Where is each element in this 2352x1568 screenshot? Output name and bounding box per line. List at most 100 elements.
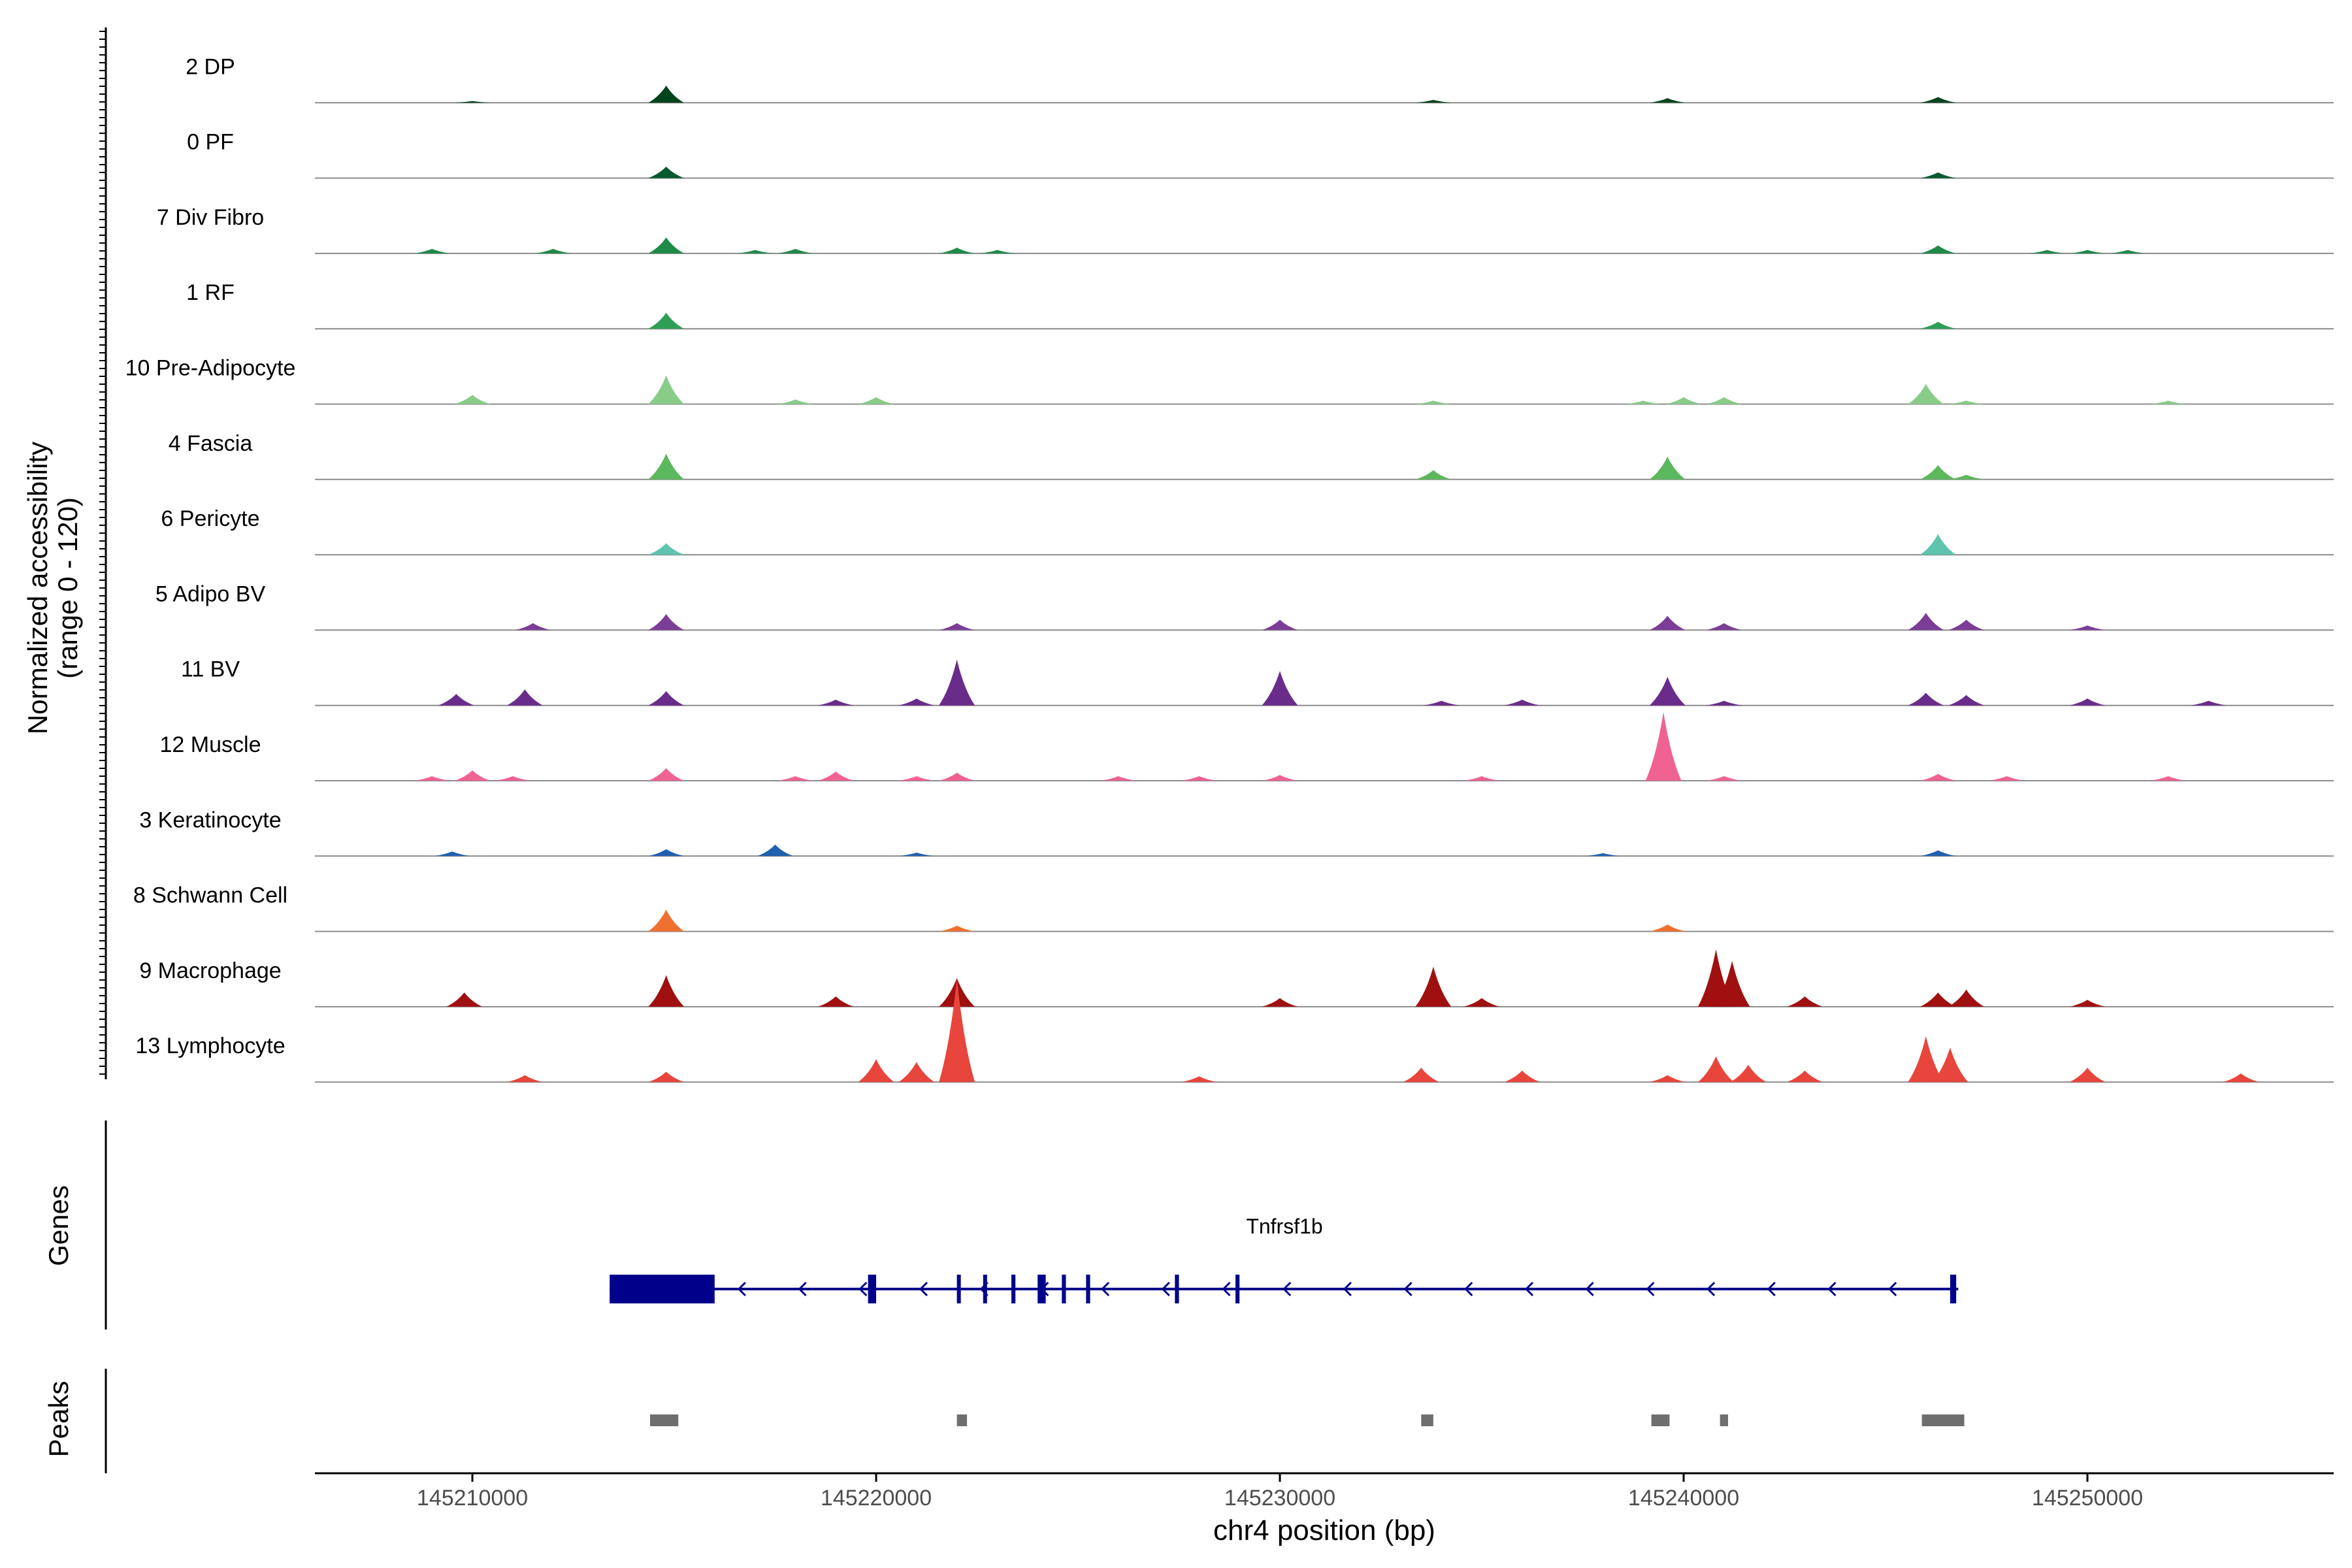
coverage-peak <box>1504 699 1541 706</box>
coverage-peak <box>858 397 894 404</box>
track-14: 13 Lymphocyte <box>135 979 2334 1083</box>
coverage-peak <box>939 659 975 706</box>
track-13: 9 Macrophage <box>139 949 2334 1007</box>
gene-exon <box>1086 1275 1090 1303</box>
coverage-peak <box>1504 1070 1541 1083</box>
coverage-peak <box>979 250 1015 253</box>
track-label: 4 Fascia <box>169 431 253 456</box>
track-label: 9 Macrophage <box>139 958 281 983</box>
coverage-peak <box>648 375 685 404</box>
gene-utr-block <box>610 1275 715 1303</box>
coverage-peak <box>1181 1076 1217 1083</box>
track-8: 5 Adipo BV <box>155 581 2334 631</box>
coverage-peak <box>454 101 491 103</box>
track-2: 0 PF <box>187 130 2334 179</box>
coverage-peak <box>506 689 543 706</box>
coverage-peak <box>858 1059 894 1083</box>
coverage-peak <box>648 849 685 857</box>
coverage-peak <box>1786 996 1823 1007</box>
coverage-peak <box>1988 776 2025 781</box>
coverage-peak <box>2069 625 2106 630</box>
coverage-peak <box>414 248 450 253</box>
gene-strand-arrow <box>1464 1281 1473 1297</box>
coverage-peak <box>1919 97 1956 103</box>
x-tick-label: 145250000 <box>2032 1486 2143 1511</box>
gene-strand-arrow <box>737 1281 746 1297</box>
coverage-peak <box>1706 700 1742 706</box>
peaks-panel-label: Peaks <box>43 1381 74 1458</box>
gene-exon <box>1011 1275 1016 1303</box>
coverage-peak <box>1919 774 1956 781</box>
coverage-peak <box>737 250 774 253</box>
coverage-peak <box>1584 853 1621 857</box>
coverage-peak <box>454 395 491 404</box>
coverage-peak <box>1714 960 1750 1007</box>
coverage-peak <box>1100 776 1137 781</box>
coverage-peak <box>648 237 685 253</box>
coverage-peak <box>648 768 685 781</box>
coverage-peak <box>648 85 685 103</box>
y-axis-title: Normalized accessibility (range 0 - 120) <box>22 442 83 734</box>
coverage-peak <box>1403 1068 1439 1083</box>
coverage-peak <box>2110 250 2146 253</box>
track-12: 8 Schwann Cell <box>133 883 2334 932</box>
gene-strand-arrow <box>1585 1281 1594 1297</box>
gene-strand-arrow <box>1827 1281 1837 1297</box>
gene-strand-arrow <box>798 1281 807 1297</box>
x-tick-label: 145230000 <box>1224 1486 1335 1511</box>
coverage-peak <box>648 975 685 1007</box>
gene-strand-arrow <box>1767 1281 1776 1297</box>
coverage-peak <box>1706 397 1742 404</box>
coverage-peak <box>1181 776 1217 781</box>
coverage-peak <box>1665 397 1702 404</box>
gene-strand-arrow <box>1343 1281 1352 1297</box>
coverage-peak <box>1649 1075 1686 1083</box>
peak-region <box>956 1414 968 1426</box>
coverage-peak <box>817 771 854 781</box>
coverage-peak <box>1948 474 1985 480</box>
coverage-peak <box>414 776 450 781</box>
coverage-peak <box>1948 989 1985 1007</box>
peak-regions <box>649 1414 1965 1426</box>
coverage-peak <box>446 992 483 1007</box>
coverage-peak <box>648 691 685 706</box>
coverage-peak <box>434 851 470 857</box>
coverage-peak <box>2223 1073 2259 1083</box>
coverage-peak <box>1463 998 1500 1007</box>
coverage-peak <box>1262 998 1298 1007</box>
coverage-peak <box>777 248 813 253</box>
gene-strand-arrow <box>1888 1281 1897 1297</box>
track-label: 13 Lymphocyte <box>135 1034 285 1058</box>
gene-strand-arrow <box>858 1281 868 1297</box>
coverage-peak <box>1262 619 1298 630</box>
track-10: 12 Muscle <box>160 711 2334 781</box>
coverage-peak <box>648 312 685 329</box>
coverage-peak <box>1948 619 1985 630</box>
coverage-peak <box>1415 99 1452 103</box>
coverage-peak <box>1262 671 1298 706</box>
track-label: 8 Schwann Cell <box>133 883 287 908</box>
peak-region <box>1720 1414 1728 1426</box>
coverage-peak <box>648 543 685 555</box>
x-tick-label: 145240000 <box>1628 1486 1739 1511</box>
peak-region <box>649 1414 679 1426</box>
y-axis-title-line1: Normalized accessibility <box>22 442 53 734</box>
track-label: 3 Keratinocyte <box>139 808 281 832</box>
coverage-peak <box>1415 470 1452 480</box>
gene-strand-arrow <box>919 1281 928 1297</box>
coverage-peak <box>2069 698 2106 706</box>
coverage-peak <box>1649 456 1686 480</box>
coverage-peak <box>898 698 935 706</box>
gene-exon <box>983 1275 987 1303</box>
coverage-peak <box>757 844 794 857</box>
coverage-peak <box>2029 250 2065 253</box>
coverage-peak <box>1262 775 1298 781</box>
coverage-peak <box>1948 694 1985 706</box>
track-1: 2 DP <box>186 54 2334 104</box>
track-label: 5 Adipo BV <box>155 581 266 606</box>
gene-strand-arrow <box>1222 1281 1231 1297</box>
gene-strand-arrow <box>1706 1281 1716 1297</box>
coverage-peak <box>648 453 685 480</box>
coverage-peak <box>454 770 491 781</box>
